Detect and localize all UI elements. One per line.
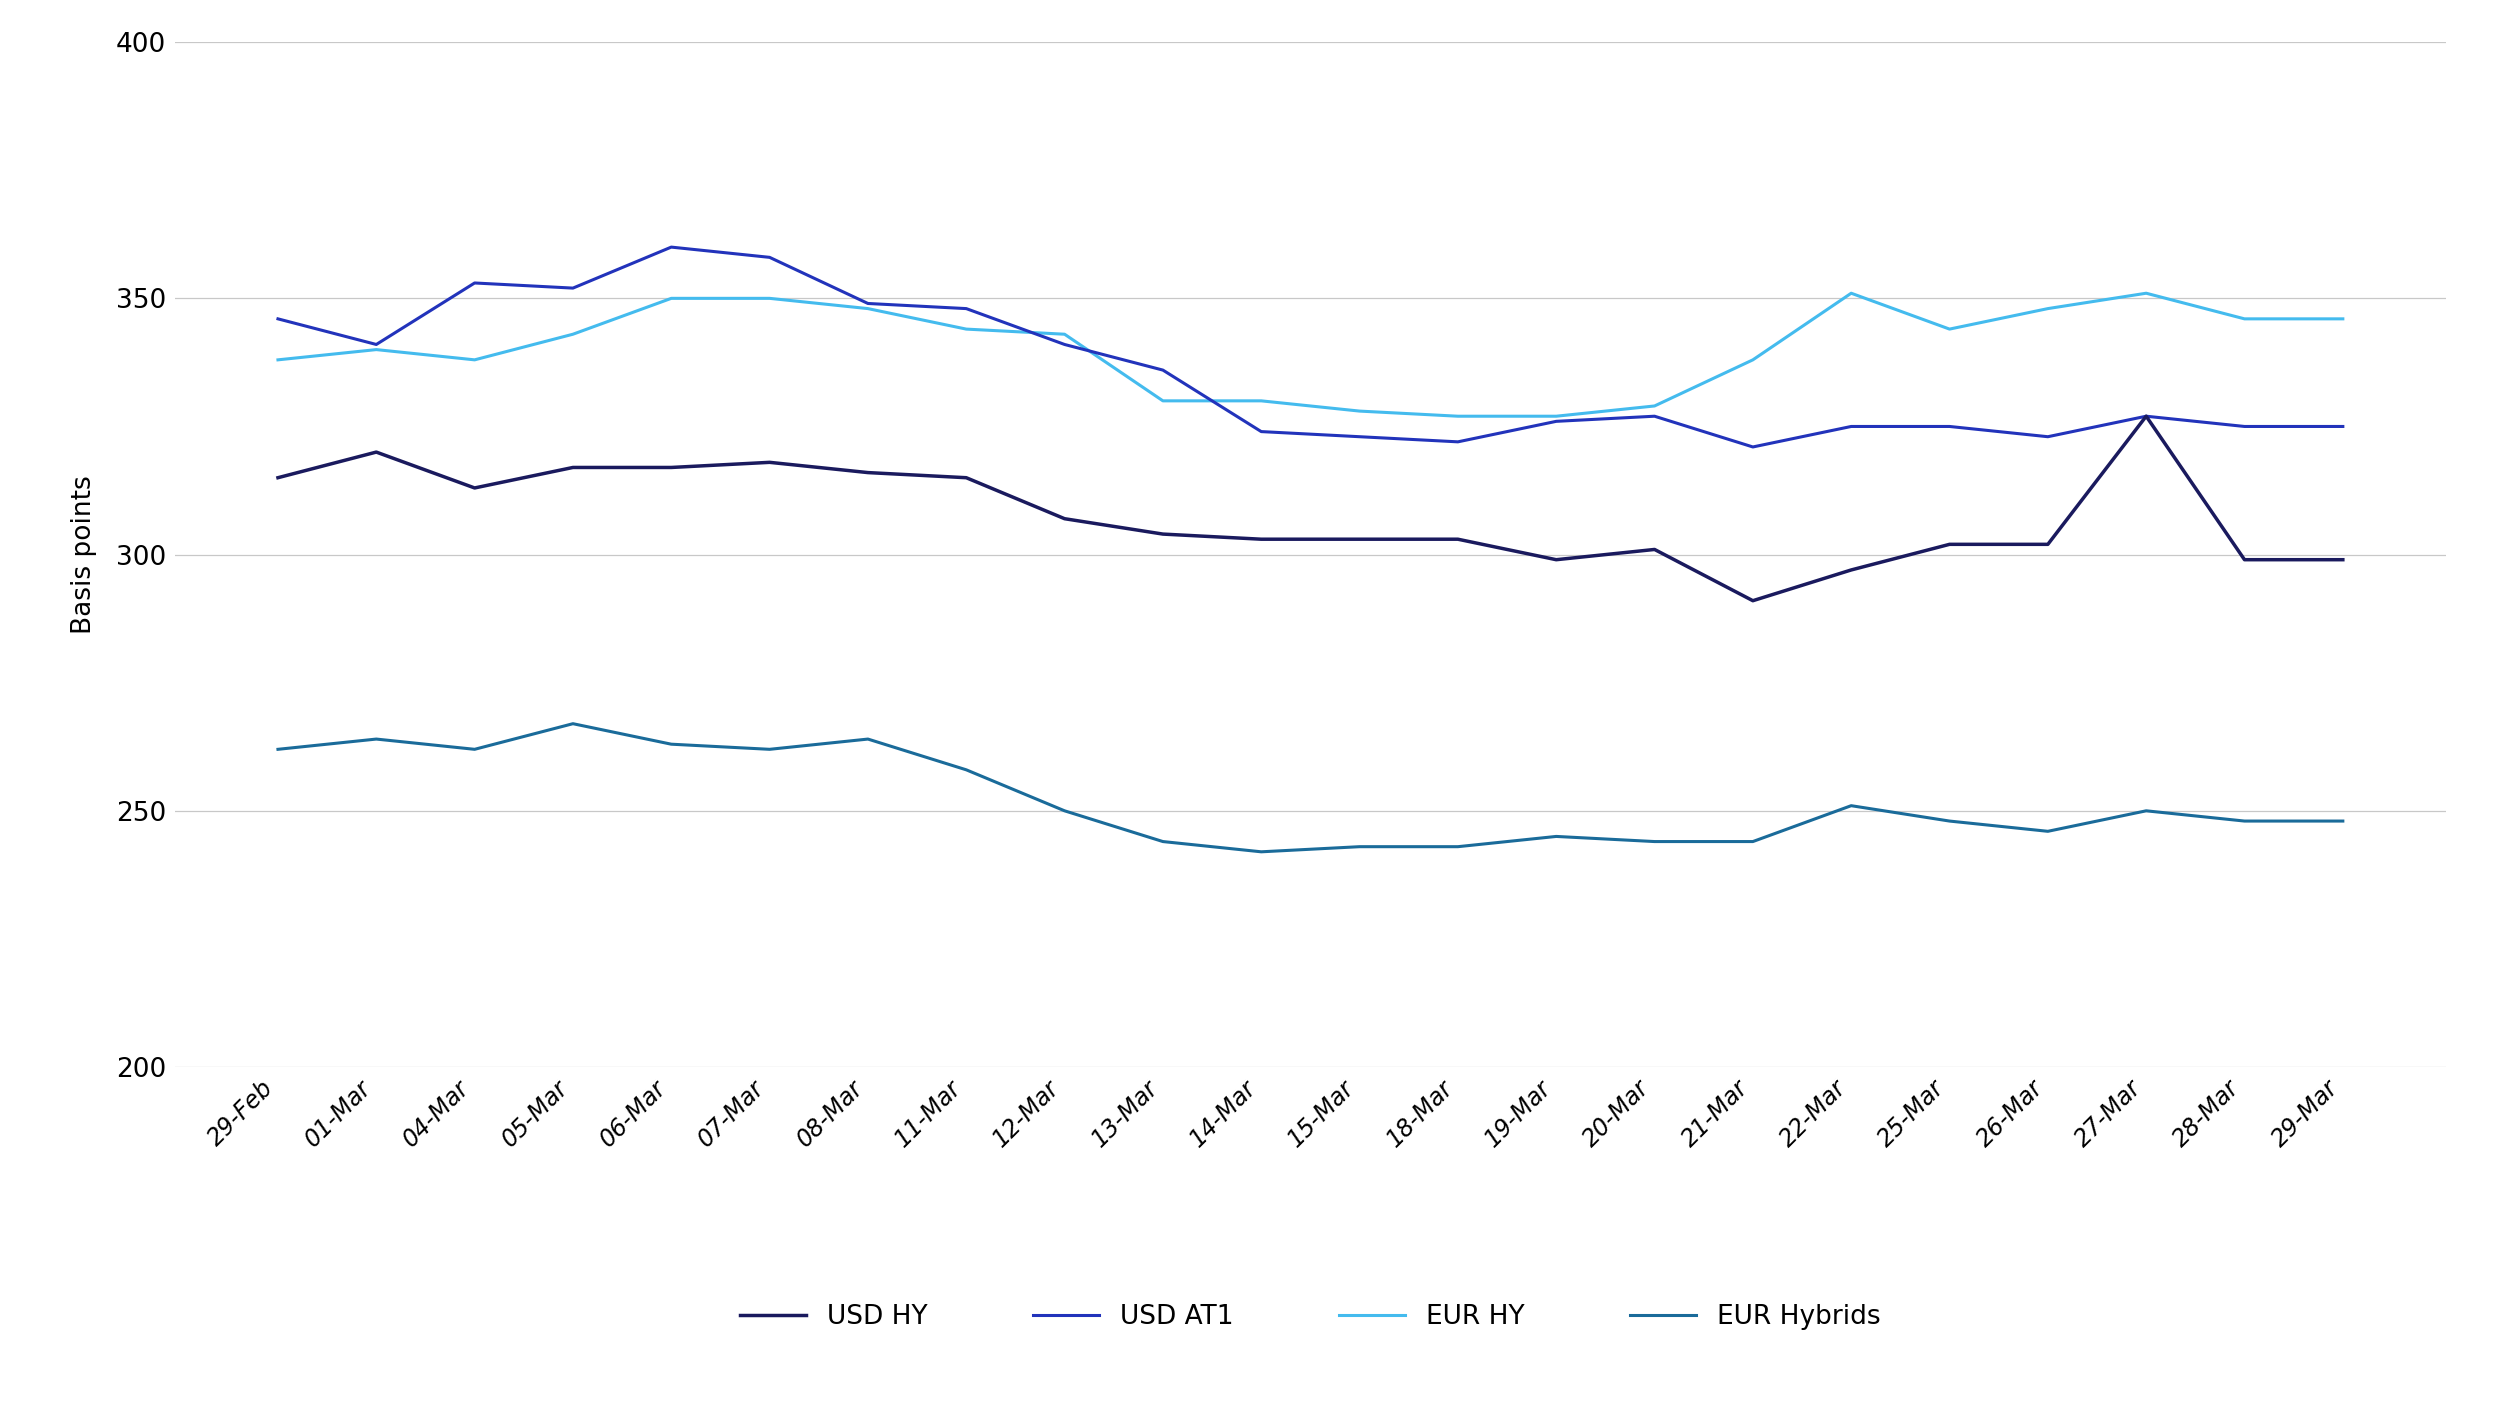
Legend: USD HY, USD AT1, EUR HY, EUR Hybrids: USD HY, USD AT1, EUR HY, EUR Hybrids [729,1293,1892,1341]
Y-axis label: Basis points: Basis points [70,475,97,635]
